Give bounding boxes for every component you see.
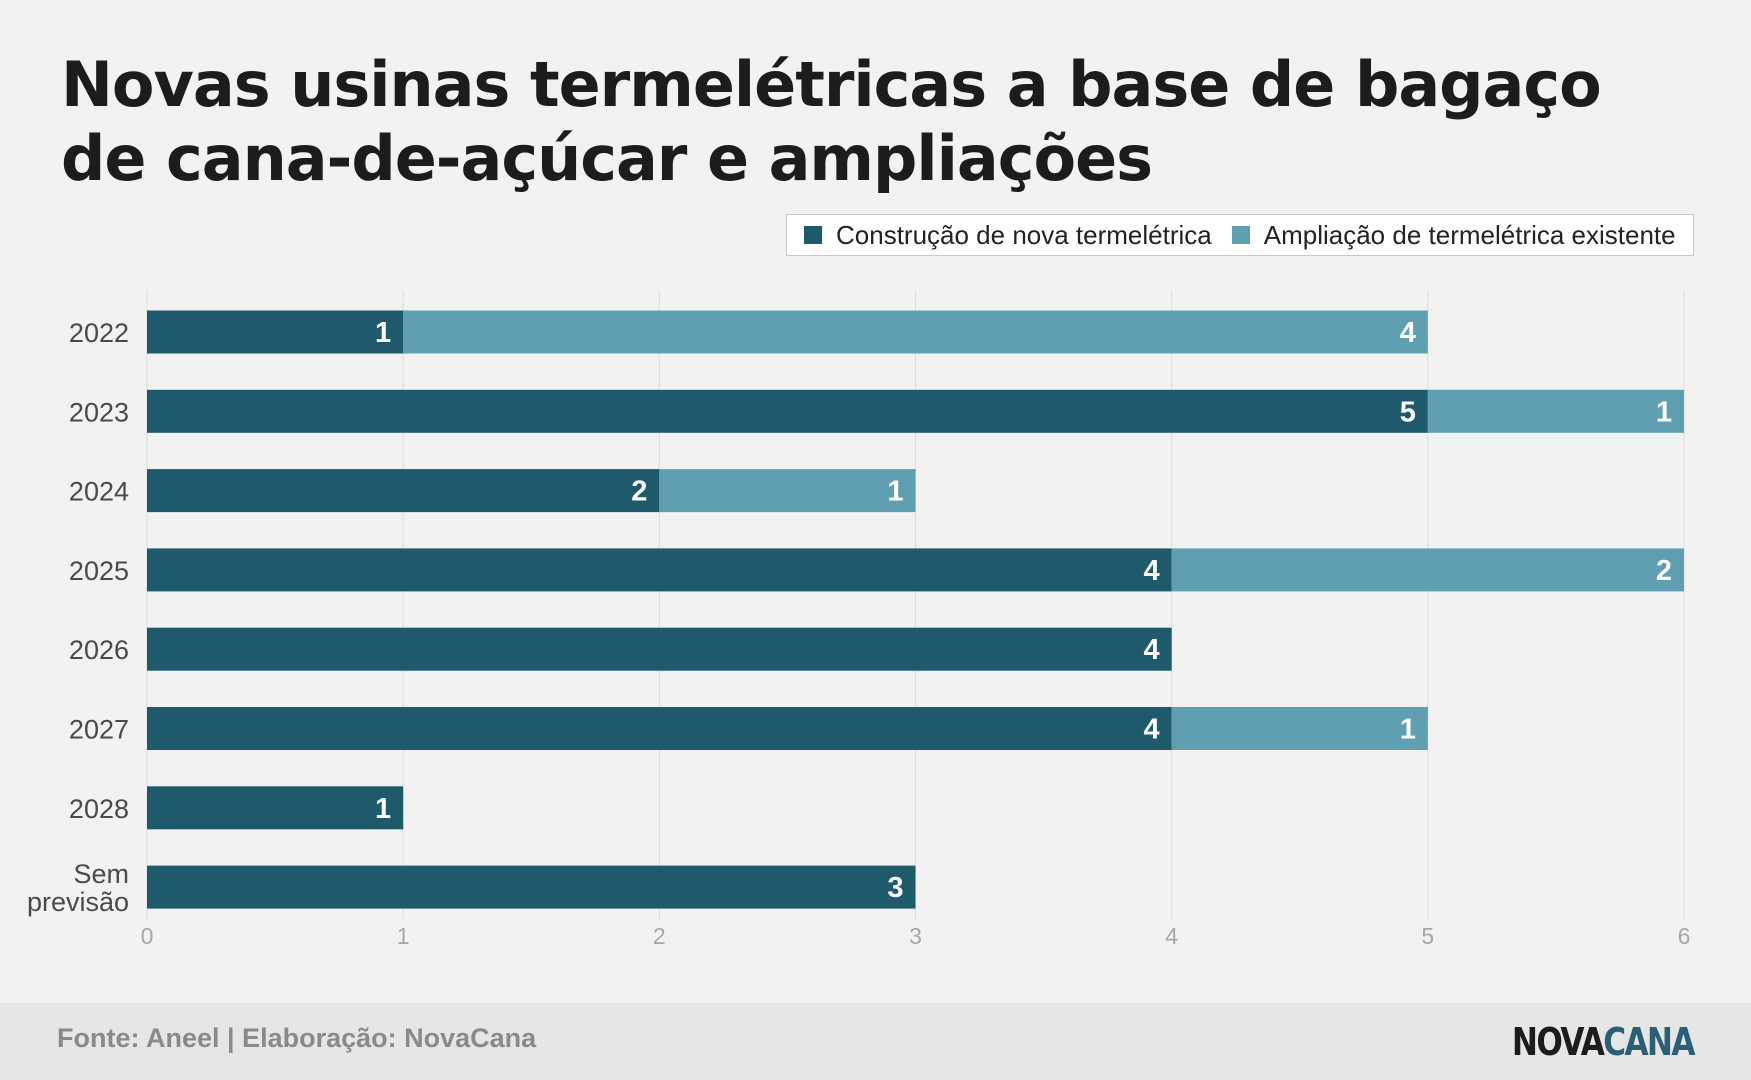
novacana-logo: NOVACANA <box>1512 1020 1696 1064</box>
y-category-line: Sem <box>73 859 129 889</box>
bar-new-2 <box>147 469 660 513</box>
legend: Construção de nova termelétrica Ampliaçã… <box>786 214 1694 256</box>
data-label-new-2: 2 <box>631 476 647 508</box>
source-note: Fonte: Aneel | Elaboração: NovaCana <box>57 1023 537 1053</box>
y-category-line: previsão <box>27 887 129 917</box>
y-category-label-5: 2027 <box>69 715 129 745</box>
bar-new-4 <box>147 627 1172 671</box>
y-category-line: 2025 <box>69 556 129 586</box>
data-label-new-1: 5 <box>1400 396 1416 428</box>
bar-expansion-2 <box>659 469 916 513</box>
legend-item-expansion: Ampliação de termelétrica existente <box>1231 219 1676 251</box>
data-label-new-0: 1 <box>375 317 391 349</box>
bar-chart: 0 1 2 3 4 5 6 2022 1 4 2023 5 1 2024 2 1 2025 4 2 2026 4 2027… <box>27 290 1691 949</box>
x-tick-label-5: 5 <box>1421 923 1434 949</box>
bar-new-0 <box>147 310 404 354</box>
legend-swatch-expansion <box>1231 226 1250 244</box>
data-label-expansion-0: 4 <box>1400 317 1416 349</box>
logo-part-2: CANA <box>1603 1020 1695 1064</box>
data-label-new-4: 4 <box>1144 634 1160 666</box>
x-tick-label-0: 0 <box>141 923 154 949</box>
data-label-new-7: 3 <box>887 872 903 904</box>
legend-label-expansion: Ampliação de termelétrica existente <box>1263 219 1676 250</box>
logo-part-1: NOVA <box>1512 1020 1605 1064</box>
bar-expansion-1 <box>1427 389 1684 433</box>
y-category-line: 2023 <box>69 397 129 427</box>
y-category-label-7: Sem previsão <box>27 859 129 917</box>
data-label-expansion-5: 1 <box>1400 714 1416 746</box>
x-tick-label-6: 6 <box>1678 923 1691 949</box>
y-category-line: 2022 <box>69 318 129 348</box>
y-category-label-3: 2025 <box>69 556 129 586</box>
y-category-label-4: 2026 <box>69 635 129 665</box>
y-category-line: 2027 <box>69 715 129 745</box>
bar-new-1 <box>147 389 1428 433</box>
bar-new-5 <box>147 707 1172 750</box>
x-tick-label-2: 2 <box>653 923 666 949</box>
data-label-new-5: 4 <box>1144 714 1160 746</box>
chart-title: Novas usinas termelétricas a base de bag… <box>61 48 1602 195</box>
bar-expansion-3 <box>1171 548 1684 592</box>
data-label-expansion-2: 1 <box>887 476 903 508</box>
legend-item-new: Construção de nova termelétrica <box>804 220 1212 251</box>
bar-new-3 <box>147 548 1172 592</box>
data-label-new-3: 4 <box>1144 555 1160 587</box>
y-category-line: 2024 <box>69 477 129 507</box>
x-tick-label-4: 4 <box>1165 923 1178 949</box>
bar-expansion-5 <box>1171 707 1428 750</box>
data-label-new-6: 1 <box>375 793 391 825</box>
legend-swatch-new <box>804 226 822 244</box>
bar-expansion-0 <box>403 310 1428 354</box>
y-category-label-1: 2023 <box>69 397 129 427</box>
bar-new-6 <box>147 786 404 830</box>
data-label-expansion-1: 1 <box>1656 396 1672 428</box>
y-category-line: 2026 <box>69 635 129 665</box>
x-tick-label-1: 1 <box>397 923 410 949</box>
data-label-expansion-3: 2 <box>1656 555 1672 587</box>
y-category-label-2: 2024 <box>69 477 129 507</box>
bar-new-7 <box>147 865 916 909</box>
y-category-label-0: 2022 <box>69 318 129 348</box>
legend-label-new: Construção de nova termelétrica <box>836 219 1212 250</box>
x-tick-label-3: 3 <box>909 923 922 949</box>
y-category-line: 2028 <box>69 794 129 824</box>
footer: Fonte: Aneel | Elaboração: NovaCana NOVA… <box>0 1003 1751 1080</box>
y-category-label-6: 2028 <box>69 794 129 824</box>
